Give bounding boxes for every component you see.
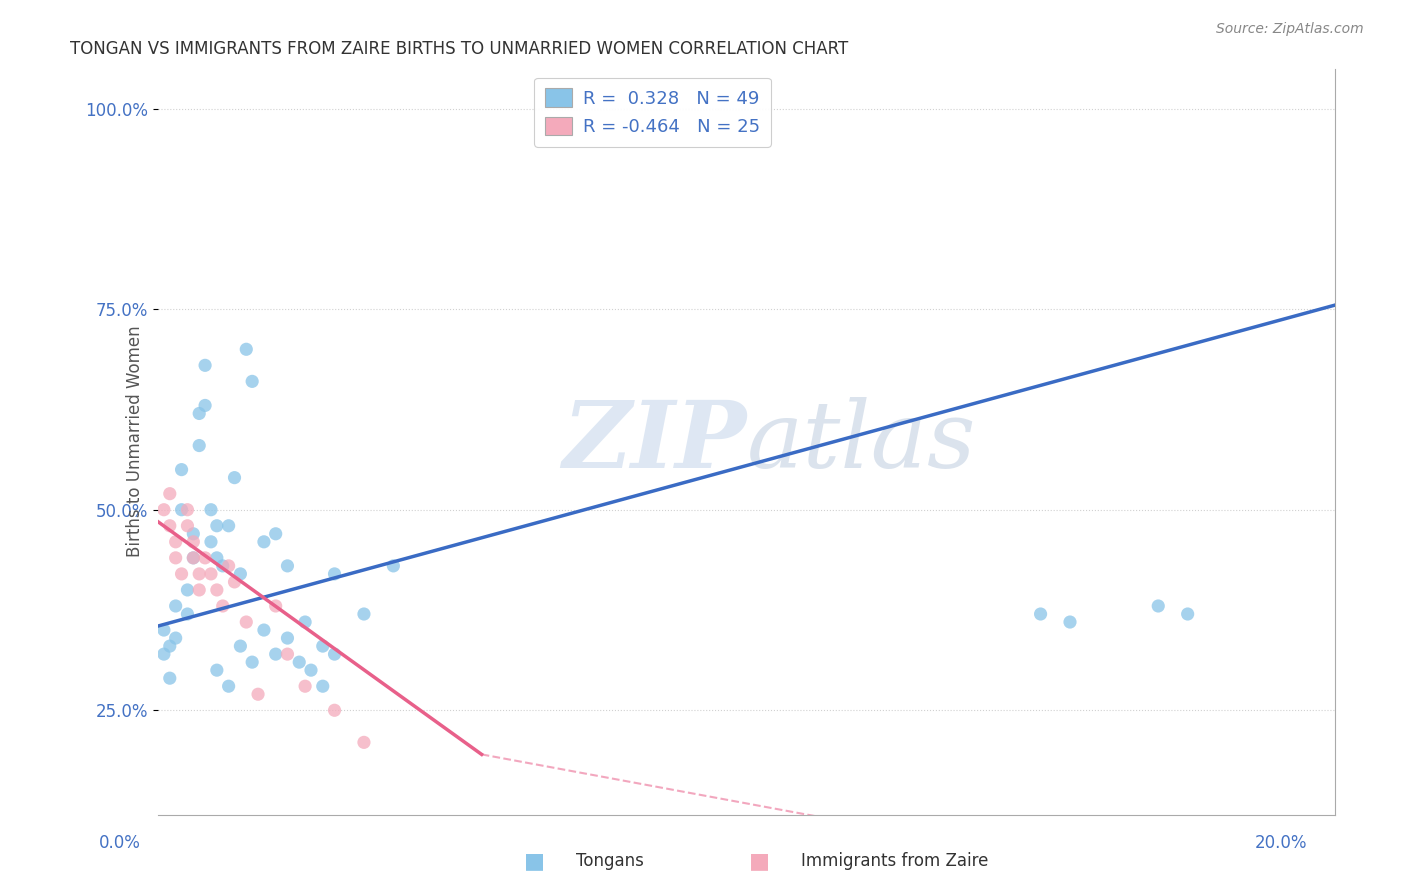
Point <box>240 375 263 389</box>
Text: 0.0%: 0.0% <box>98 834 141 852</box>
Point <box>218 518 240 533</box>
Point <box>165 550 187 565</box>
Point <box>247 687 270 701</box>
Point <box>200 502 222 516</box>
Point <box>188 407 211 421</box>
Point <box>159 671 181 685</box>
Point <box>176 582 198 597</box>
Text: ZIP: ZIP <box>562 397 747 486</box>
Point <box>153 647 176 661</box>
Point <box>159 486 181 500</box>
Text: Tongans: Tongans <box>576 852 644 870</box>
Text: TONGAN VS IMMIGRANTS FROM ZAIRE BIRTHS TO UNMARRIED WOMEN CORRELATION CHART: TONGAN VS IMMIGRANTS FROM ZAIRE BIRTHS T… <box>70 40 849 58</box>
Point <box>153 623 176 637</box>
Point <box>224 470 246 484</box>
Point <box>176 518 198 533</box>
Point <box>294 679 316 693</box>
Point <box>264 526 287 541</box>
Text: atlas: atlas <box>747 397 976 486</box>
Point <box>312 639 335 653</box>
Point <box>264 647 287 661</box>
Point <box>188 438 211 452</box>
Point <box>181 550 204 565</box>
Point <box>312 679 335 693</box>
Point <box>224 574 246 589</box>
Point <box>323 703 346 717</box>
Point <box>1147 599 1170 613</box>
Point <box>205 582 228 597</box>
Point <box>205 663 228 677</box>
Point <box>382 558 405 573</box>
Point <box>159 639 181 653</box>
Point <box>181 526 204 541</box>
Y-axis label: Births to Unmarried Women: Births to Unmarried Women <box>127 326 145 558</box>
Point <box>211 599 233 613</box>
Point <box>253 623 276 637</box>
Point <box>229 566 252 581</box>
Point <box>200 566 222 581</box>
Point <box>1029 607 1052 621</box>
Point <box>353 607 375 621</box>
Point <box>188 582 211 597</box>
Point <box>229 639 252 653</box>
Text: ■: ■ <box>524 851 544 871</box>
Text: Source: ZipAtlas.com: Source: ZipAtlas.com <box>1216 22 1364 37</box>
Point <box>170 502 193 516</box>
Point <box>181 534 204 549</box>
Point <box>240 655 263 669</box>
Point <box>205 518 228 533</box>
Point <box>194 399 217 413</box>
Point <box>159 518 181 533</box>
Point <box>194 550 217 565</box>
Point <box>299 663 322 677</box>
Legend: R =  0.328   N = 49, R = -0.464   N = 25: R = 0.328 N = 49, R = -0.464 N = 25 <box>534 78 770 147</box>
Point <box>165 534 187 549</box>
Point <box>276 558 298 573</box>
Point <box>288 655 311 669</box>
Point <box>264 599 287 613</box>
Point <box>1177 607 1199 621</box>
Point <box>323 647 346 661</box>
Text: Immigrants from Zaire: Immigrants from Zaire <box>801 852 988 870</box>
Point <box>153 502 176 516</box>
Point <box>218 558 240 573</box>
Point <box>276 647 298 661</box>
Point <box>170 462 193 476</box>
Point <box>165 631 187 645</box>
Point <box>235 615 257 629</box>
Text: 20.0%: 20.0% <box>1256 834 1308 852</box>
Point <box>176 607 198 621</box>
Point <box>353 735 375 749</box>
Point <box>253 534 276 549</box>
Point <box>294 615 316 629</box>
Point <box>211 558 233 573</box>
Point <box>170 566 193 581</box>
Point <box>165 599 187 613</box>
Point <box>194 359 217 373</box>
Point <box>218 679 240 693</box>
Point <box>188 566 211 581</box>
Point <box>205 550 228 565</box>
Point <box>1059 615 1081 629</box>
Point <box>276 631 298 645</box>
Text: ■: ■ <box>749 851 769 871</box>
Point <box>176 502 198 516</box>
Point <box>181 550 204 565</box>
Point <box>235 343 257 357</box>
Point <box>200 534 222 549</box>
Point <box>323 566 346 581</box>
